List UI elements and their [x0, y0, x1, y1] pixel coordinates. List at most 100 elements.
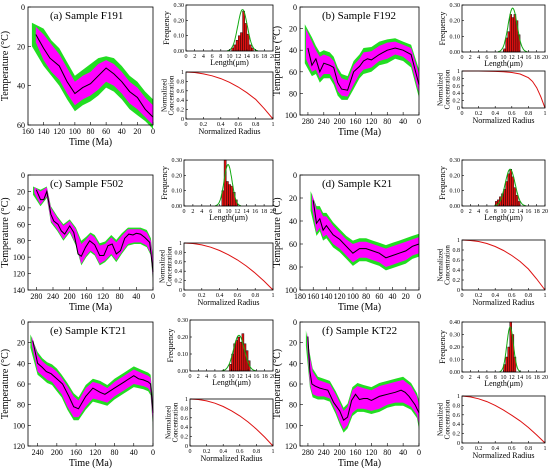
y-axis-label: Temperature (°C) [0, 197, 11, 267]
x-tick-label: 120 [53, 127, 65, 136]
x-tick-label: 60 [375, 292, 383, 301]
x-tick-label: 160 [70, 448, 82, 457]
y-tick-label: 1 [457, 394, 460, 400]
y-axis-label: Frequency [162, 11, 171, 45]
y-tick-label: 20 [289, 25, 297, 34]
y-tick-label: 0.8 [453, 248, 461, 254]
x-tick-label: 0 [461, 293, 464, 299]
x-axis-label: Length(μm) [484, 213, 523, 222]
x-tick-label: 18 [534, 209, 540, 215]
y-tick-label: 20 [17, 339, 25, 348]
x-tick-label: 0.2 [475, 446, 483, 452]
x-axis-label: Length(μm) [484, 379, 523, 388]
x-tick-label: 80 [87, 127, 95, 136]
y-tick-label: 0.10 [450, 34, 461, 40]
y-axis-label: Frequency [160, 166, 169, 200]
y-tick-label: 0 [293, 318, 297, 327]
y-tick-label: 0.00 [172, 204, 183, 210]
histogram-bar [226, 181, 229, 207]
acceptable-paths [30, 334, 153, 430]
x-tick-label: 14 [244, 54, 250, 60]
x-tick-label: 0.6 [508, 446, 516, 452]
x-tick-label: 0 [183, 209, 186, 215]
concentration-curve [189, 398, 274, 447]
x-tick-label: 4 [477, 55, 480, 61]
x-tick-label: 100 [347, 292, 359, 301]
x-axis-label: Time (Ma) [69, 302, 112, 313]
y-tick-label: 0 [21, 318, 25, 327]
y-tick-label: 100 [285, 111, 297, 120]
histogram-bar [248, 44, 252, 52]
radius-profile-c: 0 0.2 0.4 0.6 0.8 1 0 0.2 0.4 0.6 0.8 1 Normalized R… [158, 241, 274, 307]
y-axis-label: Temperature (°C) [272, 349, 283, 419]
x-tick-label: 0 [461, 375, 464, 381]
x-tick-label: 10 [229, 374, 235, 380]
y-tick-label: 0.2 [175, 279, 183, 285]
good-paths [35, 26, 153, 126]
y-tick-label: 0.20 [172, 173, 183, 179]
y-tick-label: 0.20 [450, 173, 461, 179]
x-tick-label: 280 [30, 292, 42, 301]
plot-frame [185, 4, 274, 52]
y-tick-label: 0.00 [174, 49, 185, 55]
histogram-bar [503, 48, 506, 53]
x-tick-label: 12 [234, 209, 240, 215]
acceptable-paths [33, 186, 153, 286]
histogram-bar [511, 176, 515, 207]
best-fit-path [32, 340, 154, 413]
x-tick-label: 0 [461, 111, 464, 117]
y-tick-label: 0.2 [453, 278, 461, 284]
histogram-bar [242, 10, 245, 52]
histogram-bar [511, 17, 515, 53]
x-tick-label: 14 [243, 209, 249, 215]
y-tick-label: 80 [289, 89, 297, 98]
x-tick-label: 0.6 [234, 122, 242, 128]
concentration-curve [461, 239, 546, 291]
y-tick-label: 0 [457, 441, 460, 447]
plot-frame [189, 398, 274, 447]
y-tick-label: 1 [181, 70, 184, 76]
x-tick-label: 12 [509, 375, 515, 381]
y-tick-label: 0.2 [177, 108, 185, 114]
x-tick-label: 20 [270, 374, 276, 380]
x-tick-label: 0.8 [525, 111, 533, 117]
x-tick-label: 0.6 [236, 449, 244, 455]
histogram-bar [246, 33, 250, 52]
y-tick-label: 120 [13, 270, 25, 279]
x-tick-label: 0.4 [491, 293, 499, 299]
panel-title: (f) Sample KT22 [322, 325, 397, 337]
good-paths [31, 336, 153, 426]
histogram-bar [505, 181, 508, 207]
x-tick-label: 160 [80, 292, 92, 301]
concentration-curve [185, 71, 274, 120]
x-axis-label: Length(μm) [212, 378, 251, 387]
x-tick-label: 6 [485, 375, 488, 381]
y-tick-label: 80 [17, 401, 25, 410]
x-tick-label: 80 [383, 448, 391, 457]
x-tick-label: 0.2 [203, 449, 211, 455]
x-tick-label: 18 [261, 54, 267, 60]
x-tick-label: 240 [318, 448, 330, 457]
y-axis-label: Temperature (°C) [0, 31, 11, 101]
x-tick-label: 0.8 [253, 449, 261, 455]
y-tick-label: 100 [13, 421, 25, 430]
x-tick-label: 0.8 [525, 293, 533, 299]
y-axis-label: NormalizedConcentration [158, 246, 173, 286]
y-tick-label: 0.6 [453, 413, 461, 419]
x-tick-label: 6 [213, 374, 216, 380]
y-tick-label: 0.10 [172, 189, 183, 195]
x-tick-label: 16 [525, 209, 531, 215]
x-tick-label: 6 [211, 54, 214, 60]
x-tick-label: 2 [469, 209, 472, 215]
x-tick-label: 4 [477, 209, 480, 215]
x-tick-label: 12 [235, 54, 241, 60]
x-tick-label: 0 [461, 209, 464, 215]
y-tick-label: 1 [457, 69, 460, 75]
x-tick-label: 120 [89, 448, 101, 457]
histogram-bar [505, 356, 508, 373]
y-tick-label: 100 [13, 253, 25, 262]
histogram-bar [240, 32, 243, 52]
x-tick-label: 180 [294, 292, 306, 301]
